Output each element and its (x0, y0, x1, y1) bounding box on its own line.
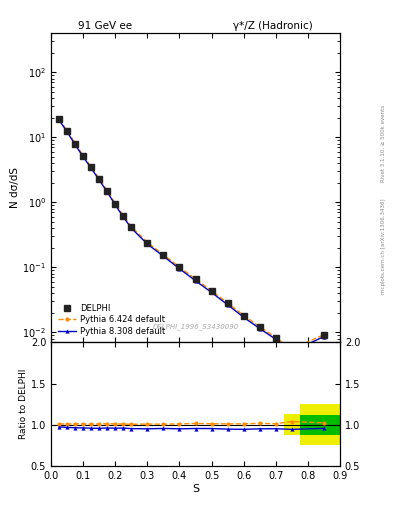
X-axis label: S: S (192, 483, 199, 494)
Y-axis label: Ratio to DELPHI: Ratio to DELPHI (19, 369, 28, 439)
Title: 91 GeV ee                               γ*/Z (Hadronic): 91 GeV ee γ*/Z (Hadronic) (78, 21, 313, 31)
Text: Rivet 3.1.10, ≥ 500k events: Rivet 3.1.10, ≥ 500k events (381, 105, 386, 182)
Y-axis label: N dσ/dS: N dσ/dS (9, 167, 20, 208)
Legend: DELPHI, Pythia 6.424 default, Pythia 8.308 default: DELPHI, Pythia 6.424 default, Pythia 8.3… (55, 301, 168, 338)
Text: DELPHI_1996_S3430090: DELPHI_1996_S3430090 (152, 323, 239, 330)
Text: mcplots.cern.ch [arXiv:1306.3436]: mcplots.cern.ch [arXiv:1306.3436] (381, 198, 386, 293)
